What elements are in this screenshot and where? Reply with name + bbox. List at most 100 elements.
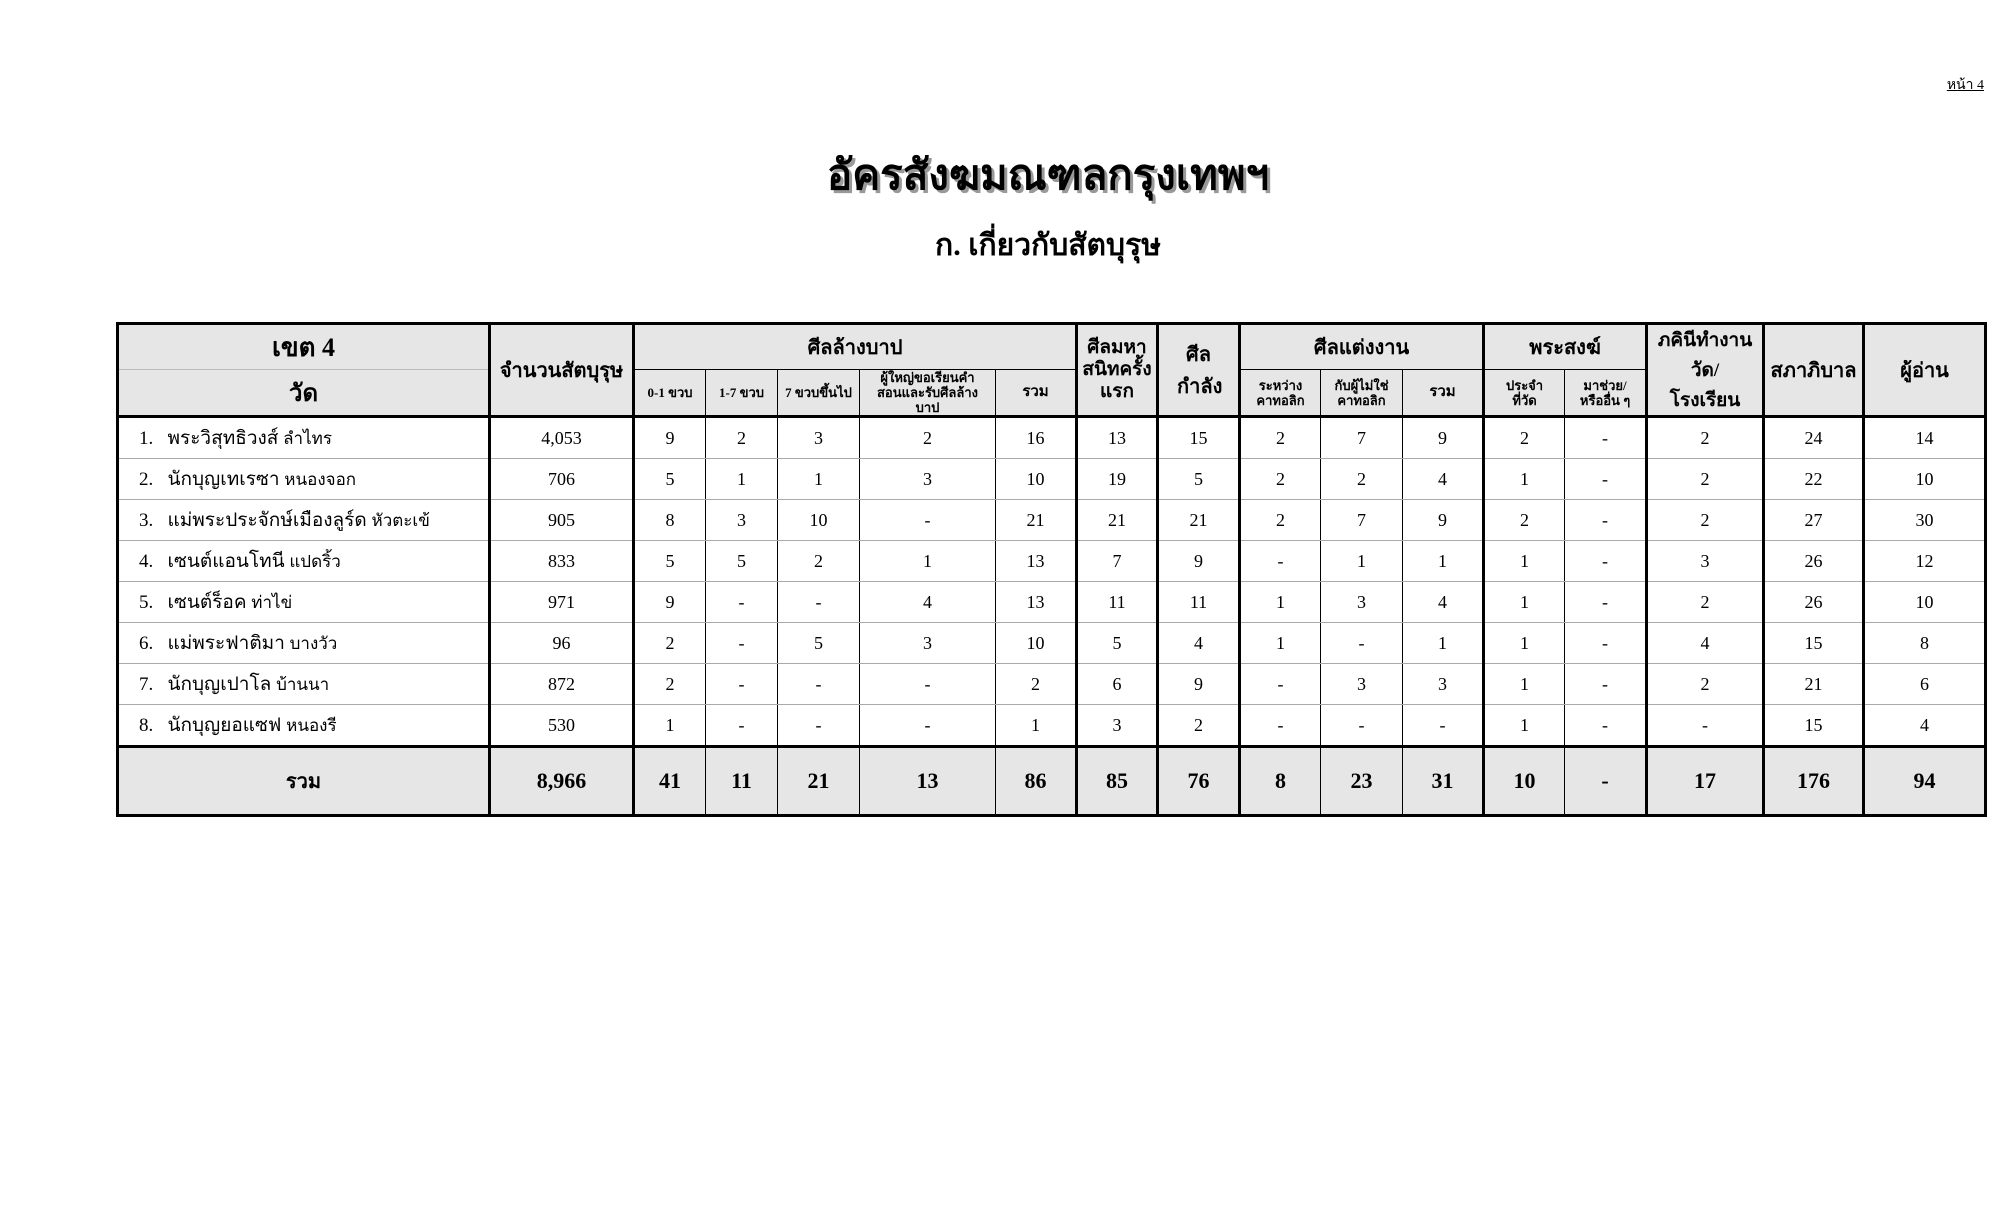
cell-baptism-adult: 1 (859, 540, 996, 582)
cell-baptism-7-up: - (777, 581, 860, 623)
cell-baptism-total: 1 (994, 704, 1078, 747)
cell-marriage-mixed: 7 (1320, 416, 1404, 459)
wat-name: นักบุญเปาโล (167, 674, 272, 695)
wat-name-cell: 3. แม่พระประจักษ์เมืองลูร์ด หัวตะเข้ (117, 499, 490, 541)
wat-location: หัวตะเข้ (371, 511, 430, 530)
row-number: 8. (139, 715, 154, 736)
header-marriage-total: รวม (1402, 369, 1485, 417)
cell-baptism-0-1: 5 (632, 458, 706, 500)
cell-readers: 4 (1862, 704, 1987, 747)
header-baptism-1-7: 1-7 ขวบ (705, 369, 778, 417)
cell-parishioners: 971 (488, 581, 634, 623)
cell-baptism-0-1: 9 (632, 581, 706, 623)
cell-baptism-0-1: 9 (632, 416, 706, 459)
cell-priests-resident: 1 (1482, 581, 1566, 623)
cell-priests-helping: - (1564, 704, 1648, 747)
cell-baptism-7-up: 1 (777, 458, 860, 500)
cell-parishioners: 905 (488, 499, 634, 541)
header-parishioners: จำนวนสัตบุรุษ (488, 323, 634, 417)
cell-baptism-1-7: 3 (705, 499, 778, 541)
wat-location: บ้านนา (276, 675, 330, 694)
cell-council: 21 (1762, 663, 1865, 705)
total-row: รวม 8,966 41 11 21 13 86 85 76 8 23 31 10-17 176 94 (117, 745, 1987, 816)
header-marriage-mixed: กับผู้ไม่ใช่คาทอลิก (1320, 369, 1404, 417)
cell-first-communion: 6 (1075, 663, 1159, 705)
header-confirmation: ศีลกำลัง (1156, 323, 1241, 417)
cell-priests-helping: - (1564, 663, 1648, 705)
total-sisters: 17 (1645, 745, 1765, 816)
total-label: รวม (117, 745, 490, 816)
table-row: 3. แม่พระประจักษ์เมืองลูร์ด หัวตะเข้ 905 8… (117, 499, 1987, 541)
header-district: เขต 4 (117, 323, 490, 370)
cell-parishioners: 530 (488, 704, 634, 747)
total-baptism-adult: 13 (859, 745, 996, 816)
total-marriage-total: 31 (1402, 745, 1485, 816)
cell-confirmation: 21 (1156, 499, 1241, 541)
cell-priests-resident: 1 (1482, 704, 1566, 747)
total-baptism-7-up: 21 (777, 745, 860, 816)
cell-first-communion: 5 (1075, 622, 1159, 664)
cell-baptism-adult: 3 (859, 458, 996, 500)
row-number: 5. (139, 592, 154, 613)
cell-confirmation: 9 (1156, 540, 1241, 582)
cell-priests-helping: - (1564, 416, 1648, 459)
cell-marriage-total: 4 (1402, 458, 1485, 500)
cell-confirmation: 4 (1156, 622, 1241, 664)
table-row: 6. แม่พระฟาติมา บางวัว 96 2-5 3 10 5 4 1-1 1-4 15… (117, 622, 1987, 664)
cell-priests-helping: - (1564, 540, 1648, 582)
cell-council: 26 (1762, 540, 1865, 582)
wat-name: เซนต์แอนโทนี (167, 551, 285, 572)
cell-council: 24 (1762, 416, 1865, 459)
cell-sisters: 4 (1645, 622, 1765, 664)
cell-council: 15 (1762, 704, 1865, 747)
cell-council: 26 (1762, 581, 1865, 623)
page-title: อัครสังฆมณฑลกรุงเทพฯ (826, 153, 1270, 199)
total-baptism-0-1: 41 (632, 745, 706, 816)
cell-parishioners: 872 (488, 663, 634, 705)
cell-baptism-0-1: 8 (632, 499, 706, 541)
wat-name: นักบุญยอแซฟ (167, 715, 282, 736)
cell-marriage-catholic: - (1238, 704, 1322, 747)
cell-baptism-1-7: 2 (705, 416, 778, 459)
header-priests-helping: มาช่วย/หรืออื่น ๆ (1564, 369, 1648, 417)
header-priests: พระสงฆ์ (1482, 323, 1648, 370)
cell-baptism-1-7: 1 (705, 458, 778, 500)
cell-sisters: 2 (1645, 458, 1765, 500)
total-baptism-total: 86 (994, 745, 1078, 816)
cell-council: 27 (1762, 499, 1865, 541)
cell-parishioners: 706 (488, 458, 634, 500)
cell-baptism-total: 13 (994, 540, 1078, 582)
wat-name: แม่พระประจักษ์เมืองลูร์ด (167, 510, 367, 531)
wat-name-cell: 6. แม่พระฟาติมา บางวัว (117, 622, 490, 664)
cell-priests-resident: 1 (1482, 458, 1566, 500)
cell-priests-helping: - (1564, 581, 1648, 623)
cell-marriage-catholic: 2 (1238, 499, 1322, 541)
wat-location: ลำไทร (283, 429, 332, 448)
header-marriage: ศีลแต่งงาน (1238, 323, 1485, 370)
cell-marriage-mixed: - (1320, 704, 1404, 747)
cell-baptism-adult: 3 (859, 622, 996, 664)
cell-baptism-adult: - (859, 704, 996, 747)
cell-readers: 8 (1862, 622, 1987, 664)
cell-baptism-7-up: 3 (777, 416, 860, 459)
cell-baptism-7-up: - (777, 663, 860, 705)
cell-marriage-mixed: 2 (1320, 458, 1404, 500)
row-number: 1. (139, 428, 154, 449)
cell-confirmation: 15 (1156, 416, 1241, 459)
cell-sisters: 2 (1645, 663, 1765, 705)
cell-baptism-total: 10 (994, 622, 1078, 664)
cell-marriage-total: 9 (1402, 416, 1485, 459)
cell-priests-helping: - (1564, 499, 1648, 541)
cell-confirmation: 5 (1156, 458, 1241, 500)
cell-priests-resident: 1 (1482, 663, 1566, 705)
table-row: 7. นักบุญเปาโล บ้านนา 872 2- - -2 6 9-3 3 1-2 21 6 (117, 663, 1987, 705)
cell-baptism-adult: - (859, 499, 996, 541)
header-wat: วัด (117, 369, 490, 417)
cell-council: 22 (1762, 458, 1865, 500)
cell-priests-helping: - (1564, 622, 1648, 664)
cell-baptism-total: 21 (994, 499, 1078, 541)
wat-name-cell: 5. เซนต์ร็อค ท่าไข่ (117, 581, 490, 623)
total-baptism-1-7: 11 (705, 745, 778, 816)
cell-marriage-total: 4 (1402, 581, 1485, 623)
wat-location: ท่าไข่ (251, 593, 293, 612)
